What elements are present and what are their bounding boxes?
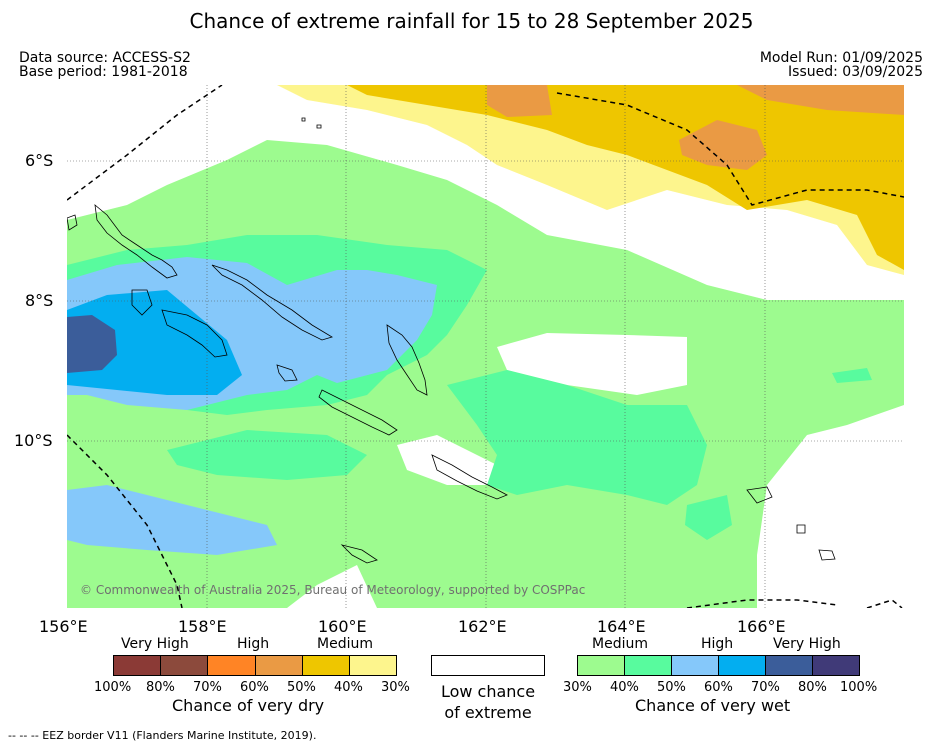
lat-label-6s: 6°S (25, 151, 54, 170)
dry-pct-70: 70% (193, 680, 222, 695)
dry-pct-30: 30% (381, 680, 410, 695)
lon-label-156e: 156°E (39, 617, 88, 636)
low-chance-region-bottom (287, 565, 377, 608)
low-chance-region-southeast (757, 405, 904, 608)
copyright-notice: © Commonwealth of Australia 2025, Bureau… (80, 583, 586, 597)
dry-swatch-very-high-80 (160, 655, 208, 676)
dry-legend-caption: Chance of very dry (172, 696, 325, 715)
dry-high-60-region-3 (737, 85, 904, 115)
dry-swatch-medium-40 (349, 655, 397, 676)
issued-date: Issued: 03/09/2025 (788, 64, 923, 80)
dry-swatch-high-70 (207, 655, 256, 676)
dry-high-label: High (237, 636, 270, 652)
lon-label-164e: 164°E (597, 617, 646, 636)
lon-label-166e: 166°E (737, 617, 786, 636)
wet-medium-label: Medium (592, 636, 648, 652)
wet-high-60-region (67, 290, 242, 395)
dry-pct-40: 40% (334, 680, 363, 695)
wet-medium-40-region-5 (832, 368, 872, 383)
dry-pct-100: 100% (94, 680, 132, 695)
wet-swatch-very-high-70 (765, 655, 813, 676)
wet-very-high-label: Very High (773, 636, 841, 652)
wet-pct-100: 100% (840, 680, 878, 695)
wet-medium-40-region-3 (167, 430, 367, 480)
dry-swatch-high-60 (255, 655, 303, 676)
dry-medium-label: Medium (317, 636, 373, 652)
low-chance-caption-line2: of extreme (444, 703, 532, 722)
lon-label-162e: 162°E (458, 617, 507, 636)
dry-medium-50-region (347, 85, 904, 270)
dry-pct-60: 60% (240, 680, 269, 695)
eez-footnote: -- -- -- EEZ border V11 (Flanders Marine… (8, 729, 317, 742)
dry-high-60-region (487, 85, 552, 117)
dry-very-high-label: Very High (121, 636, 189, 652)
low-chance-region-northwest (67, 85, 207, 145)
wet-high-label: High (701, 636, 734, 652)
dry-high-60-region-2 (679, 120, 767, 170)
chart-title: Chance of extreme rainfall for 15 to 28 … (189, 9, 754, 33)
wet-swatch-very-high-80 (812, 655, 860, 676)
lat-label-10s: 10°S (14, 431, 53, 450)
low-chance-region-south (397, 435, 497, 485)
lon-label-160e: 160°E (318, 617, 367, 636)
dry-swatch-medium-50 (302, 655, 350, 676)
wet-very-high-70-region (67, 315, 117, 373)
low-chance-caption-line1: Low chance (440, 682, 536, 701)
wet-pct-40: 40% (610, 680, 639, 695)
wet-pct-30: 30% (563, 680, 592, 695)
wet-high-50-region-2 (67, 485, 277, 555)
low-chance-swatch (431, 655, 545, 676)
coastlines (67, 117, 836, 564)
model-run: Model Run: 01/09/2025 (759, 50, 923, 66)
wet-swatch-medium-40 (624, 655, 672, 676)
wet-pct-70: 70% (751, 680, 780, 695)
wet-legend-caption: Chance of very wet (635, 696, 791, 715)
dry-pct-80: 80% (146, 680, 175, 695)
low-chance-region-east (497, 333, 687, 395)
data-source: Data source: ACCESS-S2 (19, 50, 191, 66)
graticule (67, 85, 904, 608)
dry-swatch-very-high-100 (113, 655, 161, 676)
dry-pct-50: 50% (287, 680, 316, 695)
lon-label-158e: 158°E (178, 617, 227, 636)
wet-pct-50: 50% (657, 680, 686, 695)
wet-pct-80: 80% (798, 680, 827, 695)
eez-border-lines (67, 85, 904, 608)
lat-label-8s: 8°S (25, 291, 54, 310)
wet-swatch-high-60 (718, 655, 766, 676)
wet-medium-40-region-2 (447, 370, 707, 505)
rainfall-map (67, 85, 904, 608)
base-period: Base period: 1981-2018 (19, 64, 188, 80)
wet-medium-40-region-4 (685, 495, 732, 540)
wet-swatch-high-50 (671, 655, 719, 676)
wet-swatch-medium-30 (577, 655, 625, 676)
wet-pct-60: 60% (704, 680, 733, 695)
